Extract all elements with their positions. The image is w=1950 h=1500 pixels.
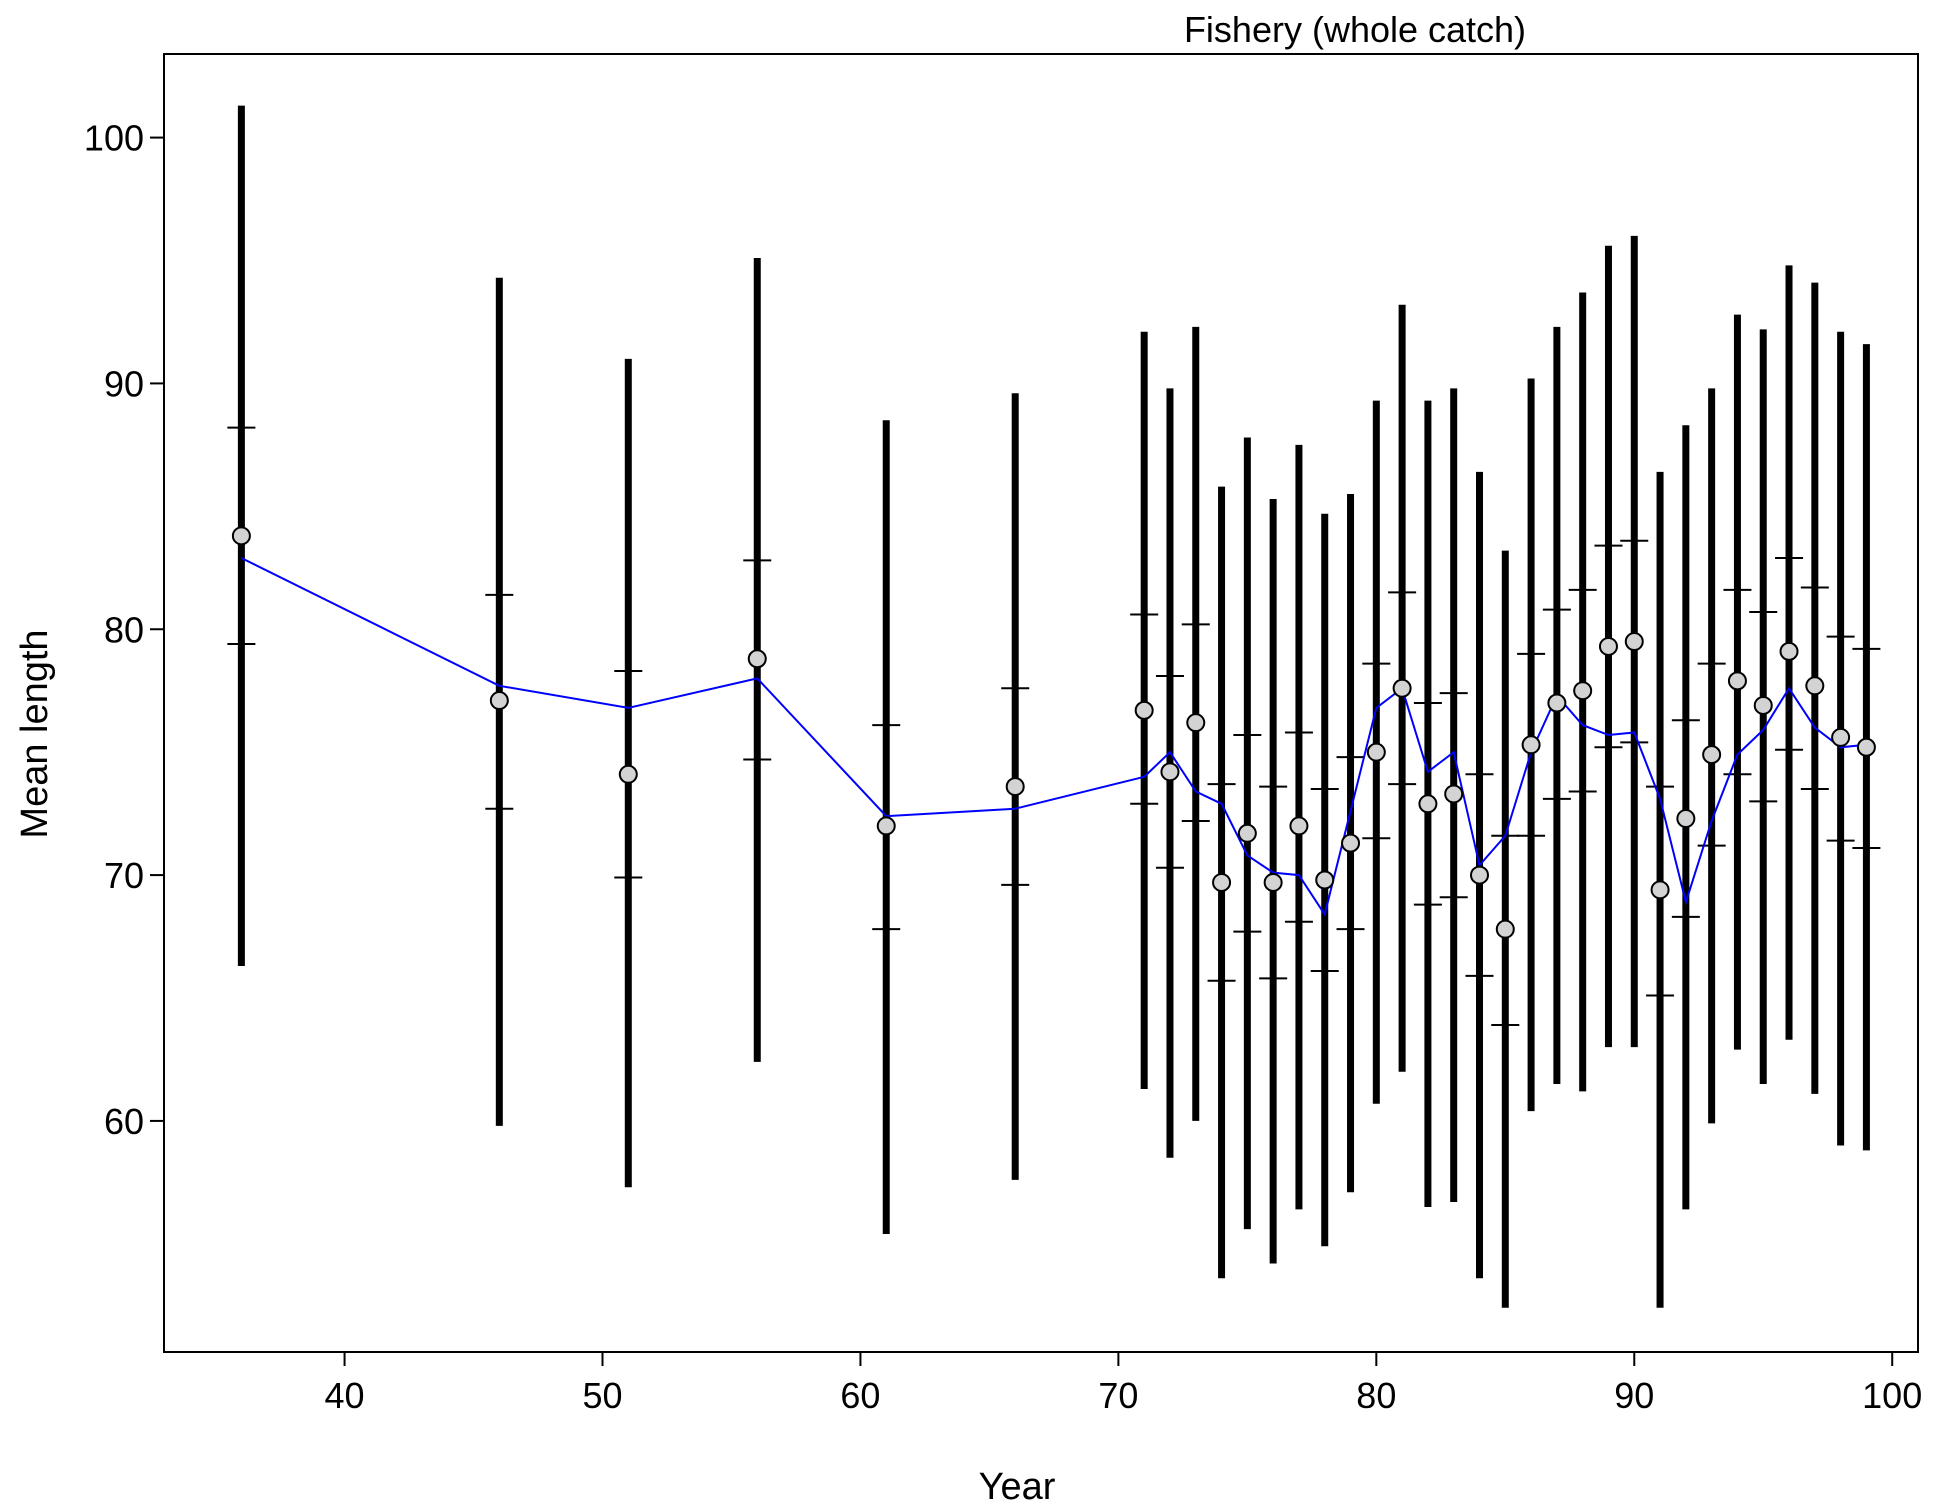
observed-point [1134,700,1154,720]
x-axis-label: Year [979,1466,1056,1500]
observed-point [1263,872,1283,892]
x-tick-label: 90 [1614,1375,1654,1416]
observed-point [876,816,896,836]
y-tick-label: 80 [104,609,144,650]
y-axis-label: Mean length [14,629,56,838]
observed-point [1547,693,1567,713]
observed-point [1005,777,1025,797]
observed-point [1212,872,1232,892]
observed-point [1341,833,1361,853]
observed-point [1237,823,1257,843]
observed-point [1366,742,1386,762]
observed-point [1805,676,1825,696]
y-tick-label: 70 [104,855,144,896]
observed-point [1831,727,1851,747]
x-tick-label: 40 [325,1375,365,1416]
x-tick-label: 50 [582,1375,622,1416]
observed-point [1521,735,1541,755]
observed-point [1856,737,1876,757]
observed-point [1495,919,1515,939]
observed-point [1392,678,1412,698]
observed-point [1186,713,1206,733]
plot-area: 40 50 60 70 80 90 100 60 70 80 90 100 [84,53,1922,1416]
observed-point [1676,809,1696,829]
observed-point [1753,695,1773,715]
observed-point [1160,762,1180,782]
observed-point [231,526,251,546]
chart-title: Fishery (whole catch) [1184,9,1526,50]
observed-point [1598,636,1618,656]
observed-point [1779,641,1799,661]
observed-point [747,649,767,669]
x-tick-label: 60 [840,1375,880,1416]
observed-point [1315,870,1335,890]
observed-point [1624,632,1644,652]
observed-point [1650,880,1670,900]
expected-mean-line [240,557,1867,917]
observed-point [1470,865,1489,885]
observed-point [1702,745,1722,765]
x-tick-label: 100 [1862,1375,1922,1416]
y-tick-label: 60 [104,1101,144,1142]
observed-point [1727,671,1747,691]
observed-point [489,691,509,711]
observed-point [1573,681,1593,701]
y-tick-label: 100 [84,118,144,159]
y-tick-label: 90 [104,363,144,404]
observed-point [1418,794,1438,814]
x-tick-label: 70 [1098,1375,1138,1416]
observed-point [1444,784,1464,804]
observed-point [1289,816,1309,836]
plot-frame [163,53,1919,1353]
observed-point [618,764,638,784]
x-tick-label: 80 [1356,1375,1396,1416]
